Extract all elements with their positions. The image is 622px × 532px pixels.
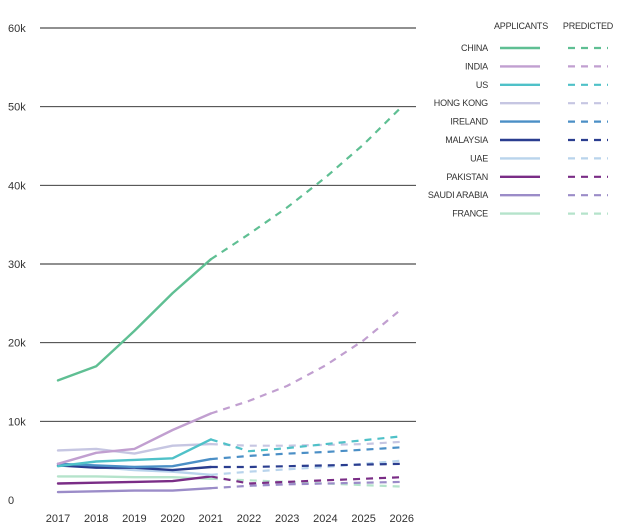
series-line-saudi-arabia (56, 487, 213, 494)
series-line-hong-kong (56, 442, 213, 455)
x-tick-label: 2023 (275, 513, 299, 525)
series-line-india (56, 412, 213, 465)
series-predicted-us (210, 435, 402, 453)
y-tick-label: 50k (8, 102, 26, 114)
series-line-ireland (56, 457, 213, 469)
series-line-china (56, 258, 213, 382)
series-line-france (56, 475, 213, 480)
legend-label-pakistan: PAKISTAN (446, 172, 488, 182)
legend-header-applicants: APPLICANTS (494, 21, 548, 31)
legend-header-predicted: PREDICTED (563, 21, 614, 31)
legend-label-china: CHINA (461, 43, 488, 53)
series-predicted-saudi-arabia (210, 480, 402, 490)
x-tick-label: 2024 (313, 513, 337, 525)
series-line-pakistan (56, 475, 213, 485)
y-axis-ticks: 0 10k 20k 30k 40k 50k 60k (8, 23, 26, 507)
x-axis-ticks: 2017 2018 2019 2020 2021 2022 2023 2024 2025 2026 (46, 513, 414, 525)
y-tick-label: 60k (8, 23, 26, 35)
gridlines (40, 27, 416, 422)
series-predicted-ireland (210, 446, 402, 461)
series-predicted-pakistan (210, 475, 402, 485)
series-predicted-france (210, 477, 402, 488)
y-tick-label: 40k (8, 180, 26, 192)
y-tick-label: 10k (8, 416, 26, 428)
legend-label-us: US (476, 80, 488, 90)
legend-label-saudi-arabia: SAUDI ARABIA (428, 190, 488, 200)
series-predicted-malaysia (210, 462, 402, 469)
x-tick-label: 2025 (351, 513, 375, 525)
x-tick-label: 2022 (237, 513, 261, 525)
legend-label-india: INDIA (465, 61, 488, 71)
legend-label-ireland: IRELAND (450, 117, 488, 127)
x-tick-label: 2019 (122, 513, 146, 525)
x-tick-label: 2017 (46, 513, 70, 525)
legend-label-hong-kong: HONG KONG (434, 98, 488, 108)
legend-label-malaysia: MALAYSIA (445, 135, 488, 145)
y-tick-label: 30k (8, 259, 26, 271)
x-tick-label: 2018 (84, 513, 108, 525)
series-predicted-india (210, 307, 403, 415)
legend-label-uae: UAE (470, 153, 488, 163)
series-predicted-uae (210, 459, 402, 476)
y-tick-label: 0 (8, 495, 14, 507)
legend-label-france: FRANCE (452, 209, 488, 219)
x-tick-label: 2020 (160, 513, 184, 525)
legend: APPLICANTS PREDICTED CHINA INDIA US HONG KO… (428, 21, 614, 219)
x-tick-label: 2021 (199, 513, 223, 525)
x-tick-label: 2026 (390, 513, 414, 525)
series-predicted-china (210, 105, 403, 261)
series-line-us (56, 438, 213, 468)
series-lines (56, 105, 403, 494)
y-tick-label: 20k (8, 338, 26, 350)
